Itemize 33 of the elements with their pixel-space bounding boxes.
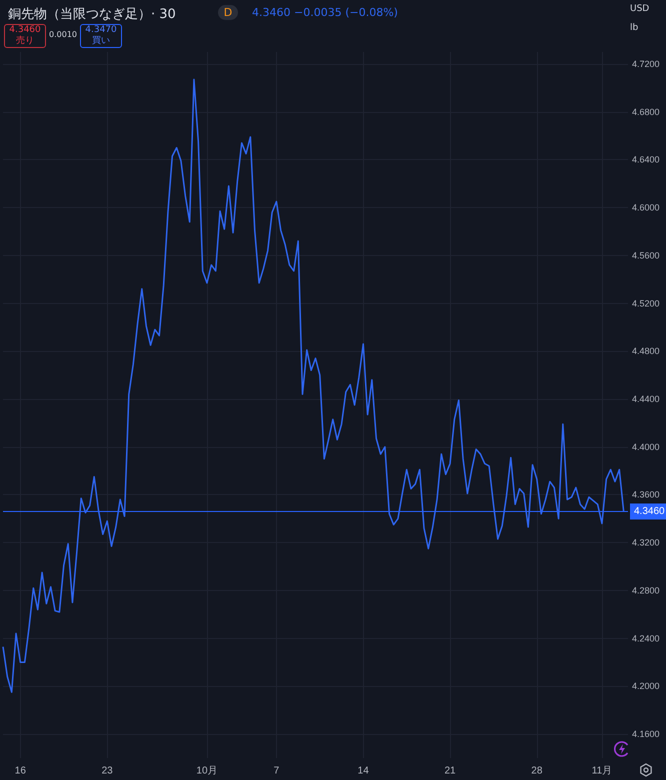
y-tick-label: 4.5200 (632, 298, 660, 308)
x-tick-label: 11月 (592, 766, 612, 776)
line-series (2, 78, 624, 693)
y-tick-label: 4.2000 (632, 681, 660, 692)
x-tick-label: 14 (358, 766, 370, 776)
chart-title: 銅先物（当限つなぎ足）· 30 (8, 6, 176, 23)
y-tick-label: 4.6400 (632, 154, 660, 165)
y-tick-label: 4.1600 (632, 729, 660, 740)
y-tick-label: 4.7200 (632, 58, 660, 69)
x-tick-label: 28 (531, 766, 543, 776)
x-tick-label: 7 (274, 766, 280, 776)
y-tick-label: 4.3200 (632, 538, 660, 548)
x-tick-label: 16 (14, 766, 26, 776)
x-tick-label: 23 (102, 766, 114, 776)
text: 0.0010 (49, 30, 77, 39)
y-tick-label: 4.2400 (632, 633, 660, 644)
chart-subtitle: 4.3460 −0.0035 (−0.08%) (252, 6, 398, 19)
y-tick-label: 4.4800 (632, 346, 660, 356)
text: 4.3470 買い (80, 24, 122, 48)
text: lb (630, 23, 640, 33)
y-tick-label: 4.6000 (632, 202, 660, 213)
y-tick-label: 4.2800 (632, 585, 660, 596)
y-tick-label: 4.3600 (632, 490, 660, 500)
text: USD (630, 4, 650, 14)
x-tick-label: 10月 (196, 766, 218, 776)
text: 4.3460 売り (4, 24, 46, 48)
y-tick-label: 4.5600 (632, 250, 660, 260)
x-tick-label: 21 (444, 766, 456, 776)
text: D (218, 5, 238, 20)
y-tick-label: 4.6800 (632, 106, 660, 117)
y-tick-label: 4.4400 (632, 394, 660, 404)
y-tick-label: 4.4000 (632, 442, 660, 452)
ref-line-label: 4.3460 (634, 506, 666, 517)
